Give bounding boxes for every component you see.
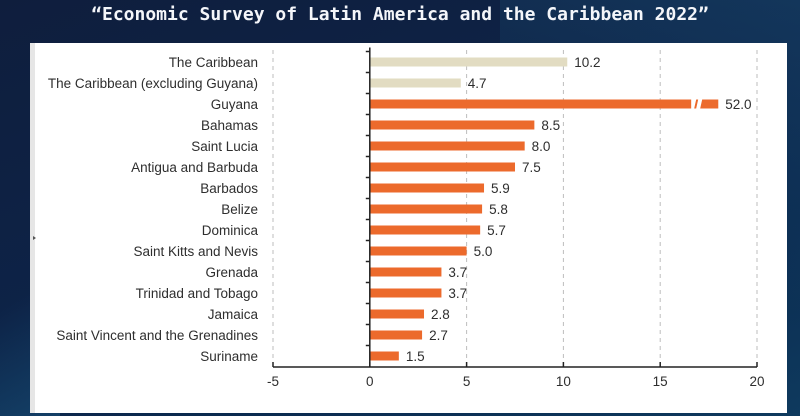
value-labels: 10.2 4.7 52.0 8.5 8.0 7.5 5.9 5.8 5.7 5.0 3.7 3.7 2.… — [406, 55, 752, 364]
value-label: 5.8 — [489, 202, 508, 217]
bar-5 — [369, 162, 515, 172]
bar-12 — [369, 309, 425, 319]
category-label: Guyana — [211, 97, 259, 112]
category-label: Jamaica — [208, 307, 259, 322]
bar-8 — [369, 225, 481, 235]
value-label: 52.0 — [725, 97, 751, 112]
category-label: Suriname — [200, 349, 258, 364]
category-label: Barbados — [200, 181, 258, 196]
gridlines — [272, 50, 758, 367]
bar-break-mark-2 — [694, 99, 699, 109]
value-label: 1.5 — [406, 349, 425, 364]
page-title: “Economic Survey of Latin America and th… — [91, 4, 709, 25]
x-tick-label: 10 — [556, 374, 571, 389]
category-label: Antigua and Barbuda — [131, 160, 258, 175]
value-label: 7.5 — [522, 160, 541, 175]
category-label: Saint Vincent and the Grenadines — [56, 328, 258, 343]
bar-1 — [369, 78, 461, 88]
x-tick-label: 5 — [463, 374, 471, 389]
bar-2 — [369, 99, 692, 109]
bar-tail-2 — [700, 99, 719, 109]
category-label: Saint Lucia — [191, 139, 258, 154]
value-label: 8.5 — [541, 118, 560, 133]
bar-11 — [369, 288, 442, 298]
bar-7 — [369, 204, 483, 214]
value-label: 3.7 — [448, 286, 467, 301]
category-label: Grenada — [205, 265, 258, 280]
value-label: 4.7 — [468, 76, 487, 91]
x-tick-label: 15 — [653, 374, 668, 389]
category-label: Trinidad and Tobago — [136, 286, 258, 301]
value-label: 2.7 — [429, 328, 448, 343]
category-label: Dominica — [202, 223, 259, 238]
bars — [369, 57, 719, 361]
bar-13 — [369, 330, 423, 340]
value-label: 3.7 — [448, 265, 467, 280]
value-label: 2.8 — [431, 307, 450, 322]
value-label: 5.7 — [487, 223, 506, 238]
bar-3 — [369, 120, 535, 130]
x-tick-label: 0 — [366, 374, 374, 389]
category-label: The Caribbean (excluding Guyana) — [48, 76, 258, 91]
axes: -5 0 5 10 15 20 — [267, 47, 765, 389]
x-tick-label: 20 — [749, 374, 764, 389]
bar-10 — [369, 267, 442, 277]
category-label: Belize — [221, 202, 258, 217]
category-labels: The Caribbean The Caribbean (excluding Gu… — [48, 55, 259, 364]
value-label: 5.0 — [474, 244, 493, 259]
value-label: 5.9 — [491, 181, 510, 196]
category-label: The Caribbean — [169, 55, 258, 70]
category-label: Saint Kitts and Nevis — [133, 244, 258, 259]
x-tick-label: -5 — [267, 374, 279, 389]
bar-4 — [369, 141, 525, 151]
bar-9 — [369, 246, 467, 256]
bar-6 — [369, 183, 485, 193]
side-arrow-marker — [33, 236, 36, 240]
value-label: 10.2 — [574, 55, 600, 70]
bar-14 — [369, 351, 399, 361]
value-label: 8.0 — [532, 139, 551, 154]
bar-0 — [369, 57, 568, 67]
category-label: Bahamas — [201, 118, 258, 133]
